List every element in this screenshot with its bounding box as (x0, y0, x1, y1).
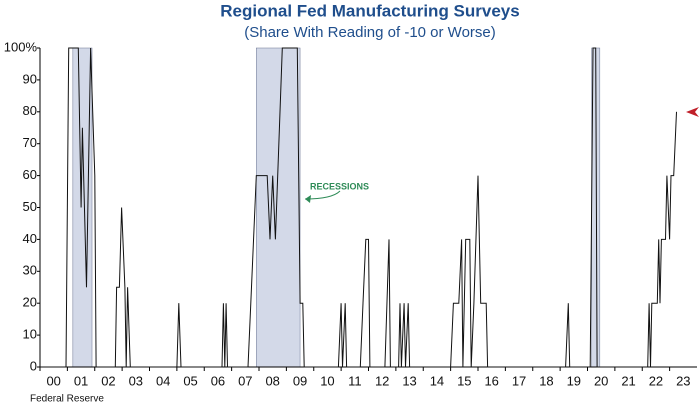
x-tick-label: 06 (211, 373, 225, 388)
x-tick-label: 19 (567, 373, 581, 388)
x-tick-label: 10 (320, 373, 334, 388)
y-tick-label: 60 (23, 167, 37, 182)
recession-band (72, 47, 93, 368)
recession-band (256, 47, 301, 368)
x-tick-label: 05 (183, 373, 197, 388)
x-tick-label: 16 (484, 373, 498, 388)
x-tick-label: 04 (156, 373, 170, 388)
y-tick-label: 30 (23, 263, 37, 278)
annotation-arrowhead (305, 195, 311, 203)
data-line (40, 47, 677, 368)
x-tick-label: 02 (101, 373, 115, 388)
chart-subtitle: (Share With Reading of -10 or Worse) (244, 24, 496, 41)
y-tick-label: 90 (23, 71, 37, 86)
x-tick-label: 07 (238, 373, 252, 388)
chart-title: Regional Fed Manufacturing Surveys (220, 1, 519, 20)
x-tick-label: 00 (46, 373, 60, 388)
annotation: RECESSIONS (310, 181, 369, 191)
x-tick-label: 08 (265, 373, 279, 388)
y-tick-label: 0 (30, 358, 37, 373)
x-tick-label: 13 (402, 373, 416, 388)
y-tick-label: 50 (23, 199, 37, 214)
x-tick-label: 14 (430, 373, 444, 388)
x-tick-label: 01 (74, 373, 88, 388)
x-tick-label: 21 (621, 373, 635, 388)
x-tick-label: 18 (539, 373, 553, 388)
y-tick-label: 40 (23, 231, 37, 246)
x-tick-label: 20 (594, 373, 608, 388)
x-tick-label: 15 (457, 373, 471, 388)
x-tick-label: 23 (676, 373, 690, 388)
x-tick-label: 17 (512, 373, 526, 388)
y-tick-label: 100% (4, 39, 38, 54)
y-tick-label: 10 (23, 327, 37, 342)
x-tick-label: 12 (375, 373, 389, 388)
x-tick-label: 03 (129, 373, 143, 388)
y-tick-label: 70 (23, 135, 37, 150)
latest-marker (686, 107, 699, 117)
x-tick-label: 09 (293, 373, 307, 388)
x-tick-label: 11 (348, 373, 362, 388)
x-tick-label: 22 (649, 373, 663, 388)
source: Federal Reserve (30, 394, 104, 405)
y-tick-label: 20 (23, 295, 37, 310)
y-tick-label: 80 (23, 103, 37, 118)
